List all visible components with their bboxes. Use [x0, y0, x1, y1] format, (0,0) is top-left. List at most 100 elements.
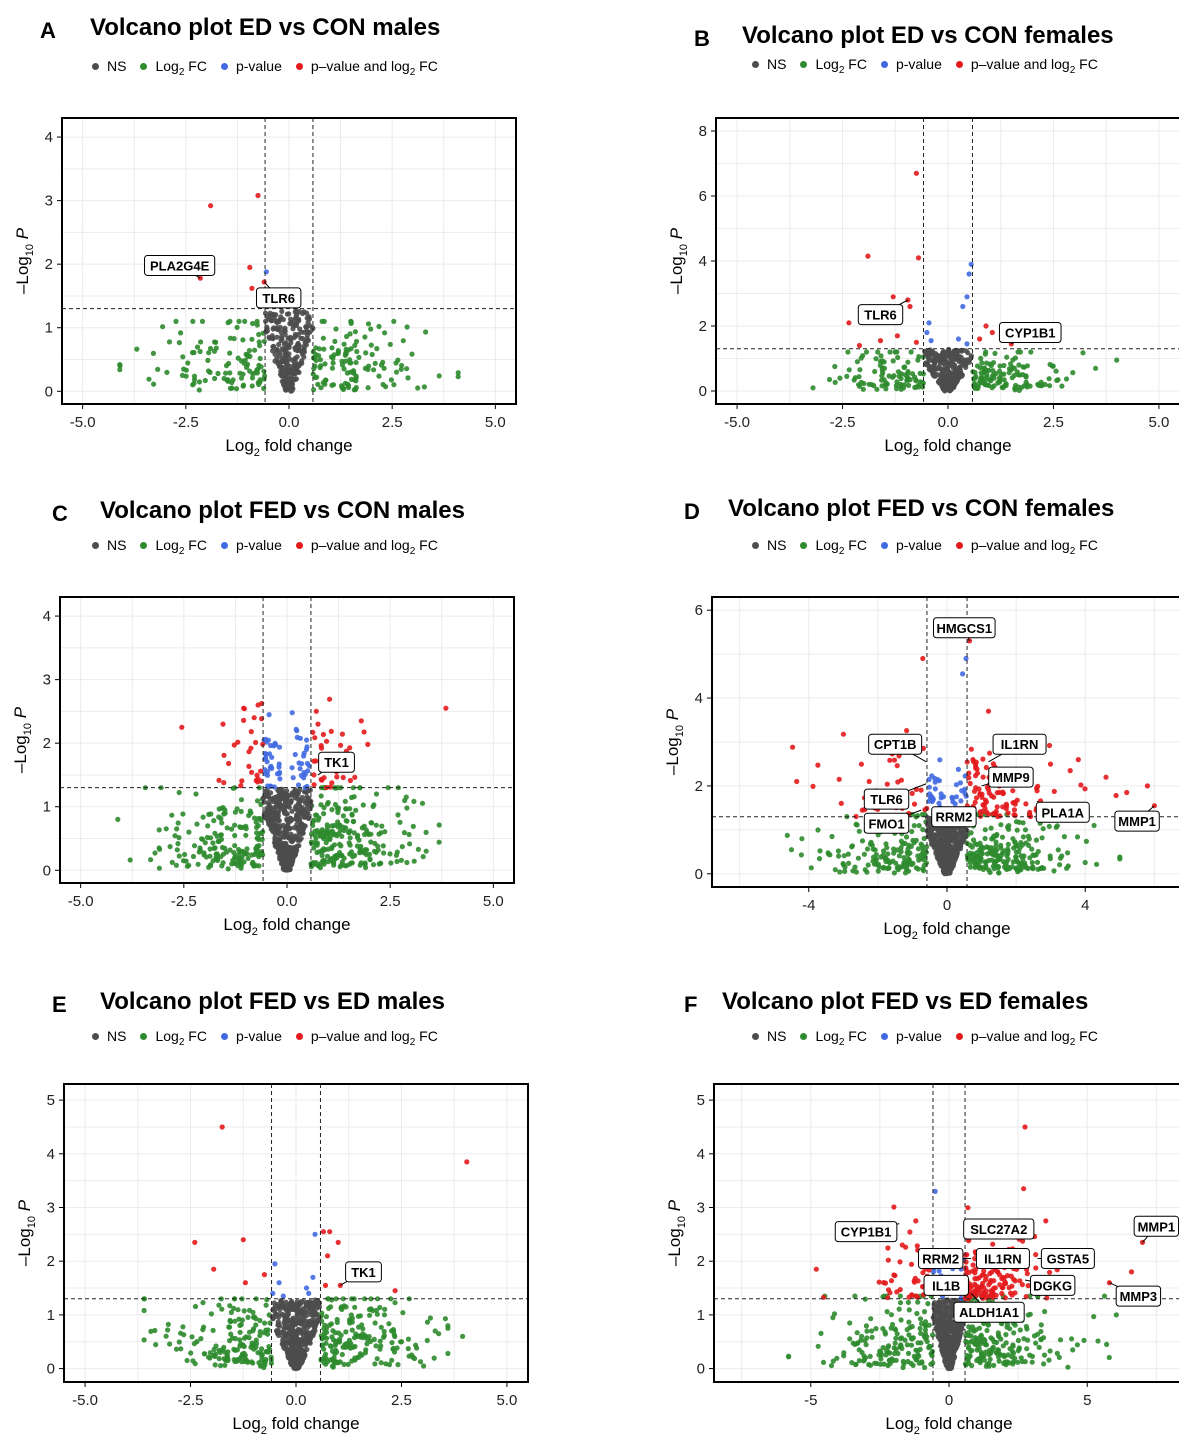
- point-log2fc: [177, 790, 182, 795]
- point-log2fc: [415, 385, 420, 390]
- point-log2fc: [389, 1358, 394, 1363]
- point-log2fc: [855, 359, 860, 364]
- gene-label-text: CYP1B1: [1005, 326, 1056, 341]
- point-log2fc: [923, 1336, 928, 1341]
- point-both: [885, 782, 890, 787]
- point-log2fc: [352, 377, 357, 382]
- point-log2fc: [883, 1331, 888, 1336]
- point-log2fc: [411, 824, 416, 829]
- point-log2fc: [339, 853, 344, 858]
- point-log2fc: [918, 1347, 923, 1352]
- point-log2fc: [437, 822, 442, 827]
- point-log2fc: [363, 350, 368, 355]
- point-log2fc: [367, 1307, 372, 1312]
- point-log2fc: [878, 353, 883, 358]
- point-log2fc: [322, 319, 327, 324]
- point-both: [839, 801, 844, 806]
- point-log2fc: [895, 865, 900, 870]
- point-both: [865, 254, 870, 259]
- point-log2fc: [235, 325, 240, 330]
- point-both: [243, 1280, 248, 1285]
- point-ns: [288, 816, 293, 821]
- point-both: [972, 789, 977, 794]
- point-log2fc: [192, 843, 197, 848]
- point-log2fc: [853, 1362, 858, 1367]
- point-log2fc: [906, 1351, 911, 1356]
- point-log2fc: [219, 820, 224, 825]
- point-log2fc: [374, 850, 379, 855]
- point-log2fc: [191, 854, 196, 859]
- point-pvalue: [272, 784, 277, 789]
- point-both: [249, 286, 254, 291]
- point-log2fc: [354, 360, 359, 365]
- point-log2fc: [241, 383, 246, 388]
- point-pvalue: [275, 771, 280, 776]
- point-log2fc: [915, 1300, 920, 1305]
- x-tick-label: 2.5: [1043, 414, 1064, 431]
- point-log2fc: [1040, 835, 1045, 840]
- point-log2fc: [368, 1339, 373, 1344]
- point-ns: [267, 336, 272, 341]
- point-log2fc: [250, 861, 255, 866]
- point-log2fc: [443, 1316, 448, 1321]
- point-ns: [943, 860, 948, 865]
- point-log2fc: [1035, 860, 1040, 865]
- point-log2fc: [134, 347, 139, 352]
- point-log2fc: [978, 356, 983, 361]
- point-log2fc: [315, 382, 320, 387]
- point-log2fc: [983, 352, 988, 357]
- point-both: [1082, 786, 1087, 791]
- point-log2fc: [375, 844, 380, 849]
- point-log2fc: [352, 830, 357, 835]
- point-log2fc: [845, 349, 850, 354]
- point-log2fc: [356, 355, 361, 360]
- point-log2fc: [1002, 377, 1007, 382]
- point-ns: [305, 336, 310, 341]
- point-pvalue: [272, 1261, 277, 1266]
- point-both: [878, 338, 883, 343]
- point-log2fc: [1024, 1346, 1029, 1351]
- point-log2fc: [1002, 848, 1007, 853]
- point-log2fc: [847, 1336, 852, 1341]
- gene-label-text: TK1: [324, 755, 349, 770]
- point-log2fc: [922, 1309, 927, 1314]
- point-log2fc: [399, 367, 404, 372]
- point-log2fc: [255, 319, 260, 324]
- point-log2fc: [205, 358, 210, 363]
- point-log2fc: [898, 1342, 903, 1347]
- y-tick-label: 4: [43, 608, 51, 625]
- point-log2fc: [381, 843, 386, 848]
- point-log2fc: [821, 1360, 826, 1365]
- point-log2fc: [323, 1352, 328, 1357]
- point-log2fc: [388, 860, 393, 865]
- point-pvalue: [964, 294, 969, 299]
- point-log2fc: [914, 1311, 919, 1316]
- point-both: [252, 715, 257, 720]
- point-log2fc: [905, 371, 910, 376]
- point-ns: [951, 834, 956, 839]
- gene-label-text: TLR6: [870, 792, 903, 807]
- point-log2fc: [373, 361, 378, 366]
- point-log2fc: [991, 835, 996, 840]
- point-log2fc: [407, 1354, 412, 1359]
- point-ns: [290, 377, 295, 382]
- point-ns: [934, 1325, 939, 1330]
- point-log2fc: [191, 381, 196, 386]
- point-ns: [289, 368, 294, 373]
- point-log2fc: [1041, 826, 1046, 831]
- point-log2fc: [311, 387, 316, 392]
- point-log2fc: [250, 321, 255, 326]
- point-log2fc: [401, 338, 406, 343]
- point-pvalue: [291, 775, 296, 780]
- point-log2fc: [404, 860, 409, 865]
- point-log2fc: [184, 374, 189, 379]
- point-log2fc: [206, 368, 211, 373]
- point-log2fc: [247, 348, 252, 353]
- point-log2fc: [254, 1341, 259, 1346]
- point-log2fc: [982, 366, 987, 371]
- point-ns: [929, 842, 934, 847]
- point-log2fc: [213, 1362, 218, 1367]
- point-pvalue: [926, 320, 931, 325]
- point-pvalue: [939, 795, 944, 800]
- gene-label: CYP1B1: [999, 323, 1061, 344]
